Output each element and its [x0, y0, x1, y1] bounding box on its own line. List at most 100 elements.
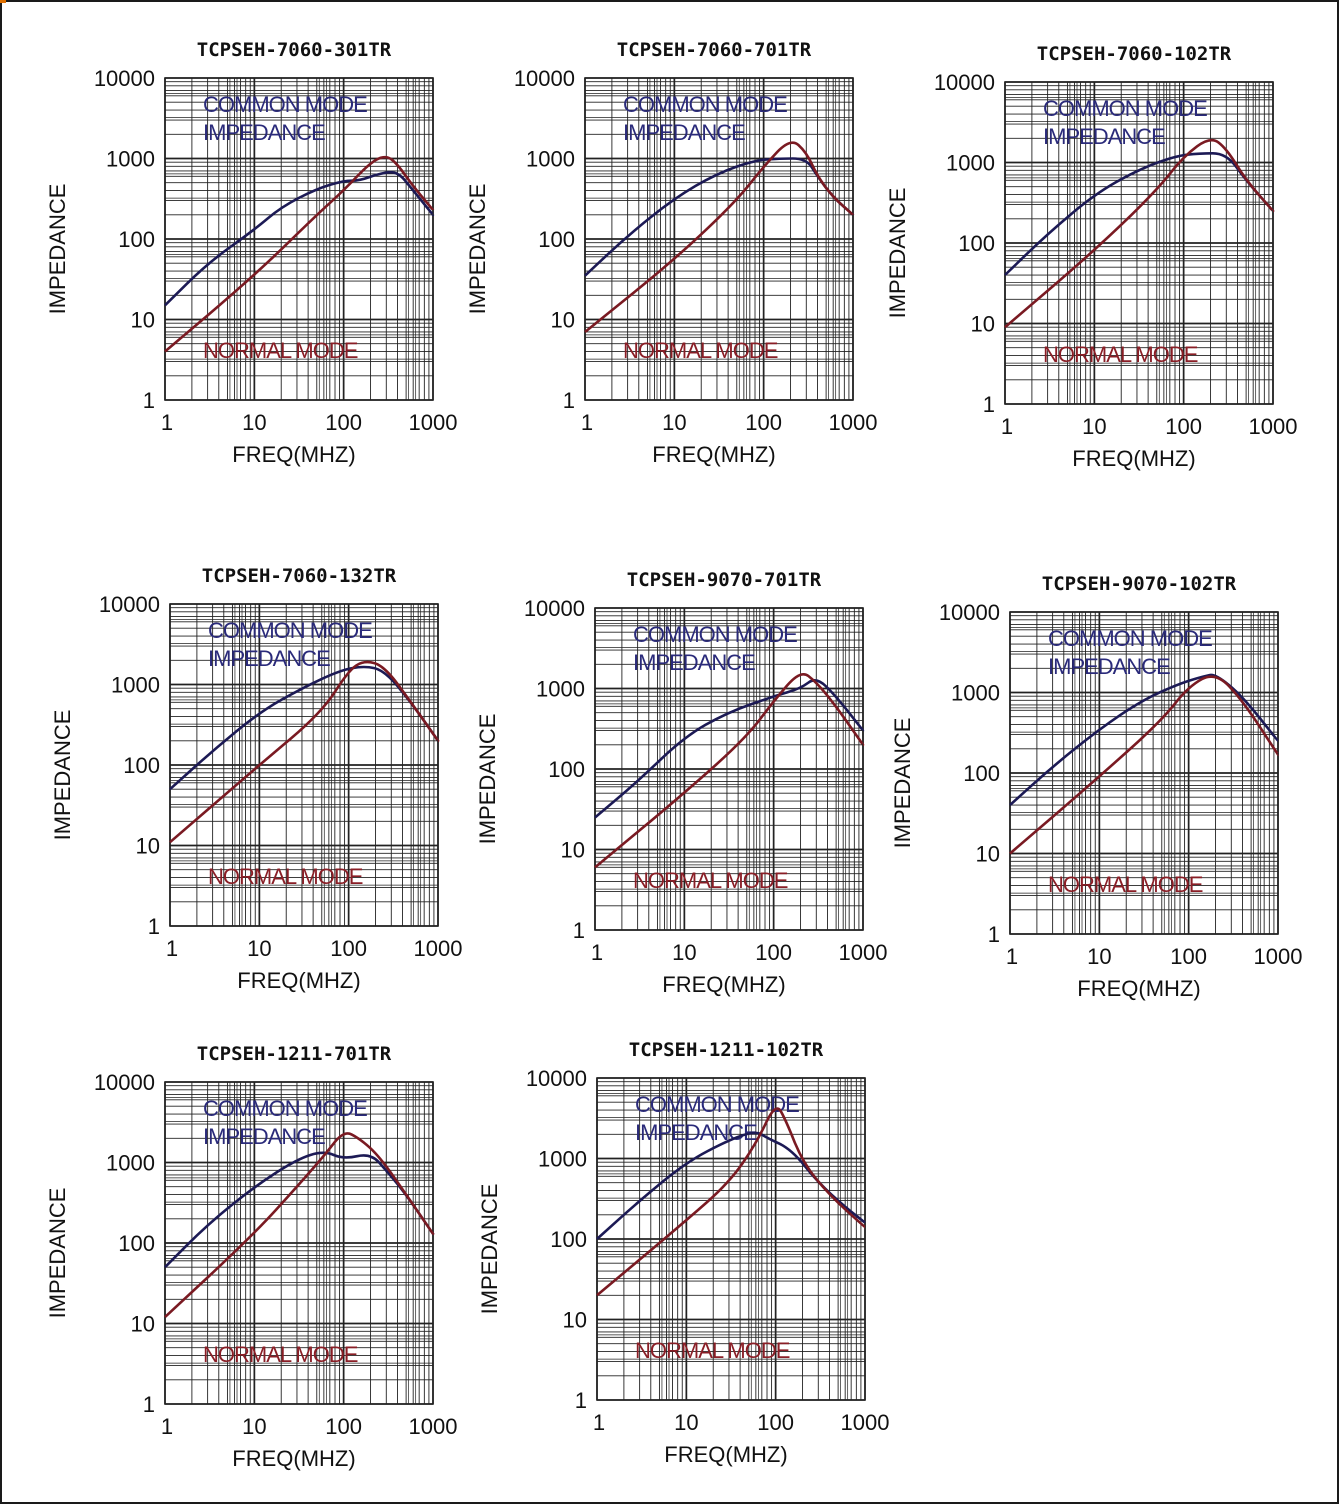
x-axis-label: FREQ(MHZ) — [237, 968, 360, 993]
x-tick-label: 100 — [325, 410, 362, 435]
impedance-chart-7: TCPSEH-1211-701TR COMMON MODE IMPEDANCE NOR… — [45, 1043, 458, 1471]
normal-mode-annotation: NORMAL MODE — [208, 864, 363, 889]
impedance-annotation: IMPEDANCE — [208, 646, 330, 671]
chart-title: TCPSEH-9070-102TR — [1042, 573, 1237, 595]
y-tick-label: 1 — [575, 1388, 587, 1413]
y-tick-label: 1000 — [536, 677, 585, 702]
y-tick-label: 1 — [983, 392, 995, 417]
impedance-annotation: IMPEDANCE — [633, 650, 755, 675]
y-tick-label: 10 — [561, 838, 585, 863]
y-axis-label: IMPEDANCE — [477, 1184, 502, 1315]
y-tick-label: 1 — [143, 1392, 155, 1417]
normal-mode-annotation: NORMAL MODE — [203, 338, 358, 363]
x-tick-label: 1000 — [409, 1414, 458, 1439]
plot-border — [1009, 611, 1279, 935]
impedance-chart-5: TCPSEH-9070-701TR COMMON MODE IMPEDANCE NOR… — [475, 569, 887, 997]
normal-mode-annotation: NORMAL MODE — [1043, 342, 1198, 367]
x-tick-label: 1000 — [414, 936, 463, 961]
x-tick-label: 10 — [247, 936, 271, 961]
x-tick-label: 100 — [1170, 944, 1207, 969]
x-tick-label: 100 — [757, 1410, 794, 1435]
impedance-annotation: IMPEDANCE — [623, 120, 745, 145]
impedance-annotation: IMPEDANCE — [203, 1124, 325, 1149]
chart-title: TCPSEH-7060-132TR — [202, 565, 397, 587]
y-tick-label: 1 — [143, 388, 155, 413]
normal-mode-curve — [169, 660, 440, 844]
x-tick-label: 10 — [672, 940, 696, 965]
y-axis-label: IMPEDANCE — [890, 718, 915, 849]
chart-panel-2: TCPSEH-7060-701TR COMMON MODE IMPEDANCE NOR… — [460, 30, 900, 510]
normal-mode-curve — [594, 673, 865, 869]
y-tick-label: 10 — [563, 1308, 587, 1333]
x-axis-label: FREQ(MHZ) — [1072, 446, 1195, 471]
y-tick-label: 10000 — [524, 596, 585, 621]
normal-mode-annotation: NORMAL MODE — [633, 868, 788, 893]
y-tick-label: 100 — [548, 757, 585, 782]
chart-panel-8: TCPSEH-1211-102TR COMMON MODE IMPEDANCE NOR… — [472, 1030, 912, 1510]
x-tick-label: 1 — [591, 940, 603, 965]
y-tick-label: 1000 — [946, 151, 995, 176]
common-mode-annotation: COMMON MODE — [1043, 96, 1207, 121]
x-tick-label: 100 — [325, 1414, 362, 1439]
impedance-annotation: IMPEDANCE — [203, 120, 325, 145]
plot-border — [164, 77, 434, 401]
common-mode-annotation: COMMON MODE — [635, 1092, 799, 1117]
y-tick-label: 1 — [988, 922, 1000, 947]
normal-mode-curve — [1009, 675, 1280, 855]
chart-title: TCPSEH-1211-701TR — [197, 1043, 392, 1065]
x-tick-label: 1000 — [1249, 414, 1298, 439]
impedance-chart-6: TCPSEH-9070-102TR COMMON MODE IMPEDANCE NOR… — [890, 573, 1302, 1001]
y-tick-label: 10 — [131, 308, 155, 333]
y-tick-label: 100 — [118, 1231, 155, 1256]
chart-title: TCPSEH-7060-301TR — [197, 39, 392, 61]
common-mode-curve — [164, 170, 435, 307]
normal-mode-curve — [164, 1132, 435, 1319]
impedance-chart-3: TCPSEH-7060-102TR COMMON MODE IMPEDANCE NOR… — [885, 43, 1298, 471]
chart-title: TCPSEH-7060-701TR — [617, 39, 812, 61]
chart-title: TCPSEH-9070-701TR — [627, 569, 822, 591]
impedance-annotation: IMPEDANCE — [635, 1120, 757, 1145]
y-tick-label: 10000 — [99, 592, 160, 617]
plot-border — [1004, 81, 1274, 405]
impedance-chart-1: TCPSEH-7060-301TR COMMON MODE IMPEDANCE NOR… — [45, 39, 458, 467]
common-mode-annotation: COMMON MODE — [208, 618, 372, 643]
chart-panel-3: TCPSEH-7060-102TR COMMON MODE IMPEDANCE NOR… — [880, 30, 1320, 510]
y-tick-label: 100 — [538, 227, 575, 252]
x-tick-label: 10 — [242, 410, 266, 435]
x-tick-label: 1000 — [409, 410, 458, 435]
y-tick-label: 10000 — [514, 66, 575, 91]
x-axis-label: FREQ(MHZ) — [1077, 976, 1200, 1001]
y-axis-label: IMPEDANCE — [885, 188, 910, 319]
normal-mode-annotation: NORMAL MODE — [635, 1338, 790, 1363]
y-tick-label: 10000 — [526, 1066, 587, 1091]
grid — [584, 77, 854, 401]
common-mode-curve — [594, 679, 865, 819]
impedance-annotation: IMPEDANCE — [1048, 654, 1170, 679]
y-tick-label: 10 — [131, 1312, 155, 1337]
y-axis-label: IMPEDANCE — [465, 184, 490, 315]
impedance-chart-4: TCPSEH-7060-132TR COMMON MODE IMPEDANCE NOR… — [50, 565, 463, 993]
x-tick-label: 1 — [161, 1414, 173, 1439]
impedance-annotation: IMPEDANCE — [1043, 124, 1165, 149]
common-mode-annotation: COMMON MODE — [203, 92, 367, 117]
plot-border — [169, 603, 439, 927]
chart-panel-4: TCPSEH-7060-132TR COMMON MODE IMPEDANCE NOR… — [45, 556, 485, 1036]
x-axis-label: FREQ(MHZ) — [662, 972, 785, 997]
common-mode-annotation: COMMON MODE — [1048, 626, 1212, 651]
chart-panel-7: TCPSEH-1211-701TR COMMON MODE IMPEDANCE NOR… — [40, 1030, 480, 1510]
x-tick-label: 1 — [1001, 414, 1013, 439]
x-tick-label: 1 — [593, 1410, 605, 1435]
y-axis-label: IMPEDANCE — [50, 710, 75, 841]
common-mode-annotation: COMMON MODE — [203, 1096, 367, 1121]
x-tick-label: 10 — [242, 1414, 266, 1439]
x-tick-label: 10 — [674, 1410, 698, 1435]
x-tick-label: 100 — [755, 940, 792, 965]
x-tick-label: 1 — [1006, 944, 1018, 969]
y-tick-label: 1000 — [526, 147, 575, 172]
y-tick-label: 1000 — [111, 673, 160, 698]
chart-title: TCPSEH-7060-102TR — [1037, 43, 1232, 65]
plot-border — [164, 1081, 434, 1405]
y-axis-label: IMPEDANCE — [45, 184, 70, 315]
chart-panel-5: TCPSEH-9070-701TR COMMON MODE IMPEDANCE NOR… — [470, 556, 910, 1036]
x-tick-label: 1000 — [829, 410, 878, 435]
